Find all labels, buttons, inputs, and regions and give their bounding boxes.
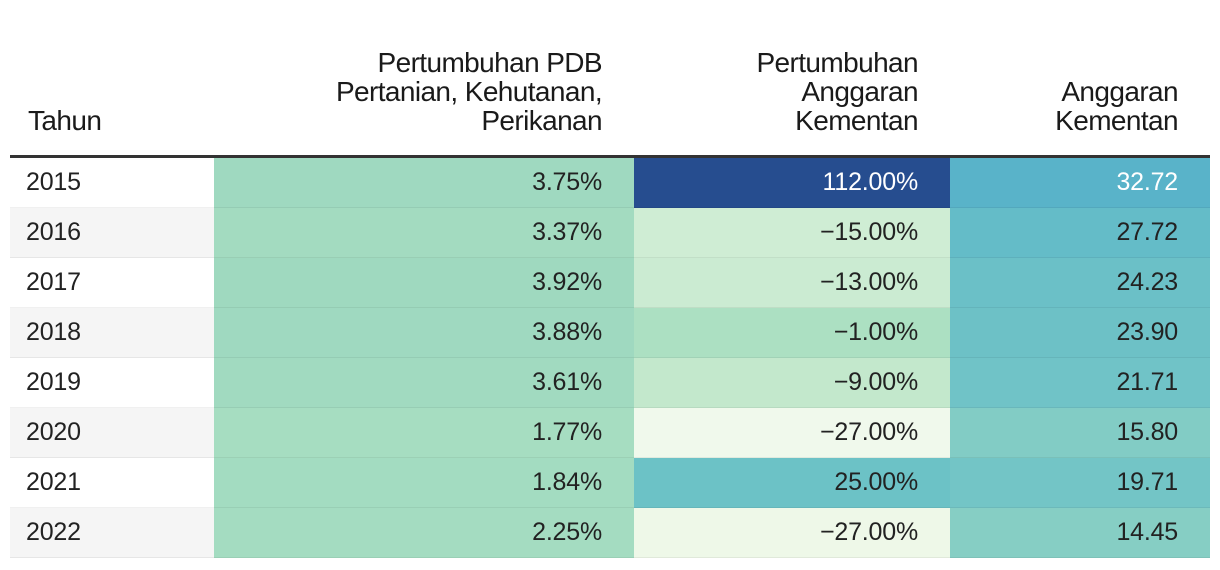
cell-year: 2020	[10, 408, 214, 458]
cell-year: 2018	[10, 308, 214, 358]
header-line: Pertumbuhan PDB	[377, 47, 603, 78]
header-line: Perikanan	[481, 105, 602, 136]
cell-pdb-growth: 3.92%	[214, 258, 634, 308]
header-budget-growth-lines: Pertumbuhan Anggaran Kementan	[756, 48, 918, 135]
header-line: Kementan	[795, 105, 918, 136]
header-year: Tahun	[10, 0, 214, 155]
cell-pdb-growth: 3.88%	[214, 308, 634, 358]
cell-pdb-growth: 3.37%	[214, 208, 634, 258]
cell-budget-growth: −9.00%	[634, 358, 950, 408]
table-row: 2016 3.37% −15.00% 27.72	[10, 208, 1210, 258]
header-line: Anggaran	[1061, 76, 1178, 107]
cell-year: 2021	[10, 458, 214, 508]
table-row: 2018 3.88% −1.00% 23.90	[10, 308, 1210, 358]
header-budget-growth: Pertumbuhan Anggaran Kementan	[634, 0, 950, 155]
table-row: 2017 3.92% −13.00% 24.23	[10, 258, 1210, 308]
cell-budget-growth: −1.00%	[634, 308, 950, 358]
cell-budget: 24.23	[950, 258, 1210, 308]
cell-year: 2016	[10, 208, 214, 258]
cell-budget-growth: −13.00%	[634, 258, 950, 308]
cell-pdb-growth: 3.75%	[214, 158, 634, 208]
cell-budget: 23.90	[950, 308, 1210, 358]
table-row: 2015 3.75% 112.00% 32.72	[10, 158, 1210, 208]
cell-budget: 21.71	[950, 358, 1210, 408]
cell-budget: 19.71	[950, 458, 1210, 508]
cell-pdb-growth: 1.77%	[214, 408, 634, 458]
table-row: 2020 1.77% −27.00% 15.80	[10, 408, 1210, 458]
header-pdb-growth: Pertumbuhan PDB Pertanian, Kehutanan, Peri…	[214, 0, 634, 155]
cell-year: 2015	[10, 158, 214, 208]
table-body: 2015 3.75% 112.00% 32.72 2016 3.37% −15.00% 27.…	[10, 158, 1210, 558]
data-table: Tahun Pertumbuhan PDB Pertanian, Kehutana…	[10, 0, 1210, 558]
header-pdb-growth-lines: Pertumbuhan PDB Pertanian, Kehutanan, Peri…	[335, 47, 603, 136]
cell-budget-growth: −15.00%	[634, 208, 950, 258]
header-budget: Anggaran Kementan	[950, 0, 1210, 155]
cell-year: 2017	[10, 258, 214, 308]
header-line: Tahun	[28, 105, 102, 136]
cell-pdb-growth: 2.25%	[214, 508, 634, 558]
cell-pdb-growth: 1.84%	[214, 458, 634, 508]
header-line: Pertumbuhan	[756, 47, 918, 78]
cell-budget: 32.72	[950, 158, 1210, 208]
cell-budget: 27.72	[950, 208, 1210, 258]
cell-budget-growth: −27.00%	[634, 408, 950, 458]
header-line: Anggaran	[801, 76, 918, 107]
cell-budget-growth: −27.00%	[634, 508, 950, 558]
table-row: 2019 3.61% −9.00% 21.71	[10, 358, 1210, 408]
header-line: Kementan	[1055, 105, 1178, 136]
cell-pdb-growth: 3.61%	[214, 358, 634, 408]
cell-year: 2022	[10, 508, 214, 558]
header-line: Pertanian, Kehutanan,	[335, 76, 603, 107]
table-row: 2021 1.84% 25.00% 19.71	[10, 458, 1210, 508]
cell-budget-growth: 25.00%	[634, 458, 950, 508]
header-year-lines: Tahun	[28, 105, 102, 136]
cell-budget-growth: 112.00%	[634, 158, 950, 208]
table-row: 2022 2.25% −27.00% 14.45	[10, 508, 1210, 558]
table-header: Tahun Pertumbuhan PDB Pertanian, Kehutana…	[10, 0, 1210, 158]
header-budget-lines: Anggaran Kementan	[1055, 77, 1178, 135]
cell-year: 2019	[10, 358, 214, 408]
cell-budget: 15.80	[950, 408, 1210, 458]
cell-budget: 14.45	[950, 508, 1210, 558]
